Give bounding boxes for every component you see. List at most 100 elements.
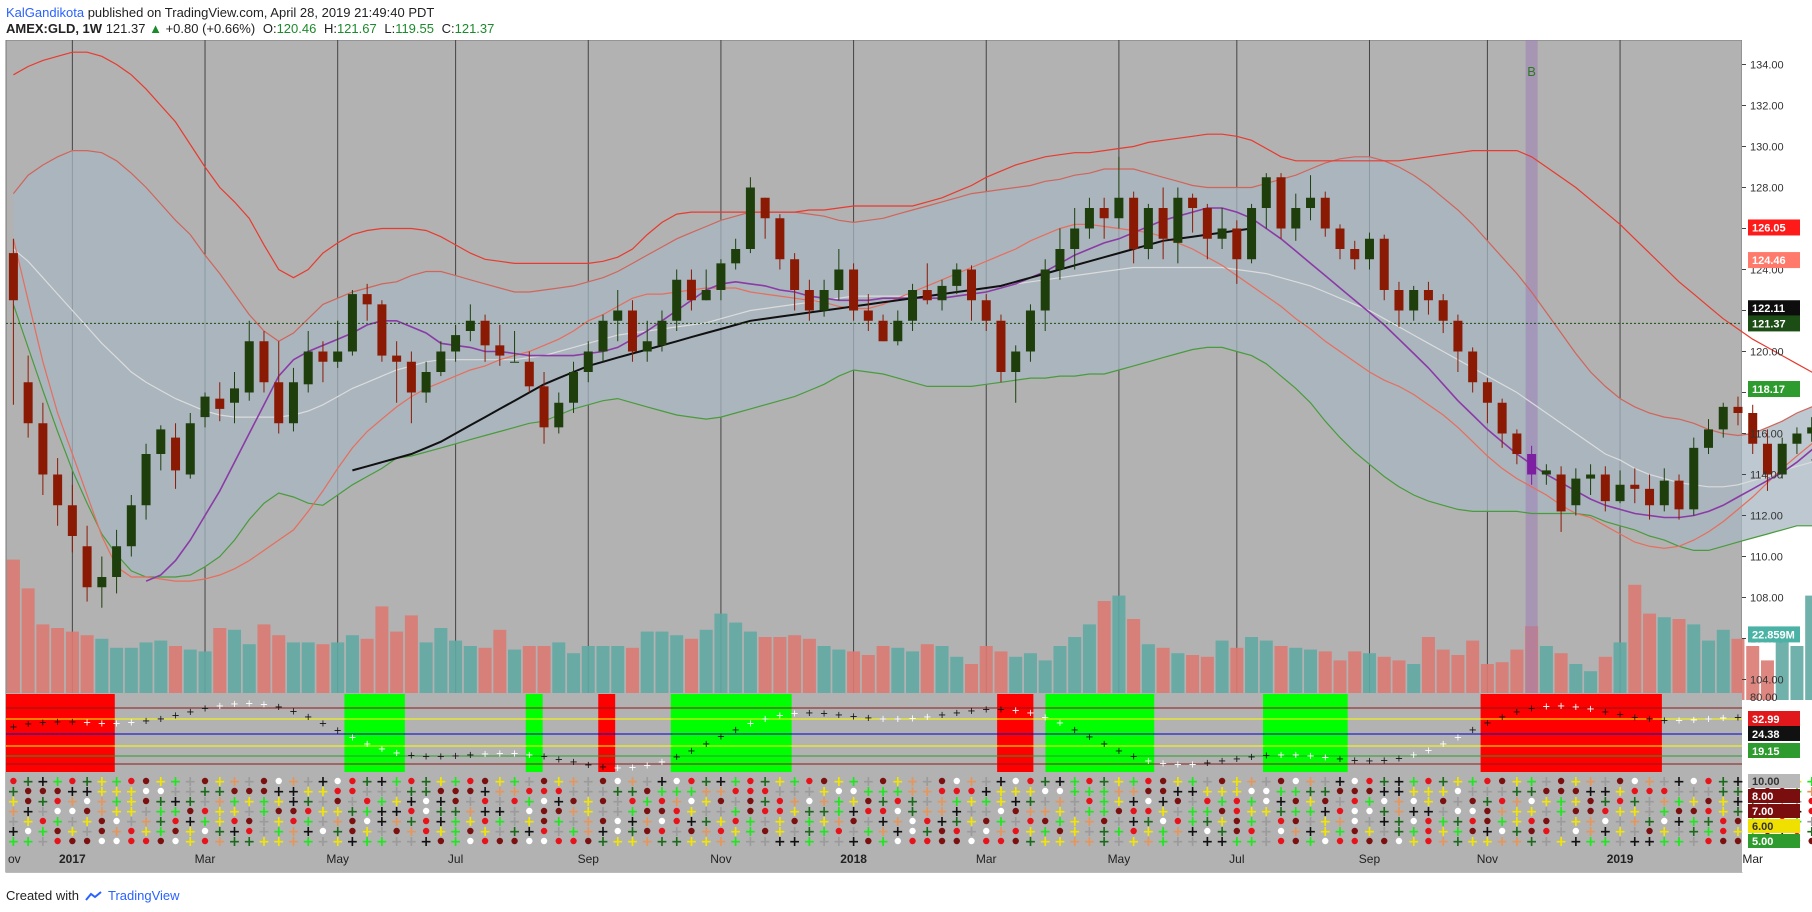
score-plus: +	[1555, 794, 1567, 810]
price-badge-bg	[1748, 252, 1800, 269]
candle-body	[1704, 429, 1713, 448]
oscillator-plus: +	[731, 725, 739, 736]
candle	[67, 484, 77, 553]
volume-bar	[640, 631, 654, 700]
score-plus: +	[892, 784, 904, 800]
score-plus: +	[1069, 784, 1081, 800]
candle-body	[1571, 478, 1581, 506]
score-dot	[585, 837, 592, 845]
open-value: 120.46	[276, 21, 317, 36]
score-dot	[1100, 817, 1108, 825]
volume-bar	[802, 638, 816, 700]
volume-bar	[51, 628, 65, 700]
price-badge-label: 22.859M	[1752, 629, 1795, 641]
score-dot	[865, 837, 872, 845]
volume-bar	[508, 649, 522, 700]
score-plus: +	[1054, 804, 1066, 820]
price-badge-bg	[1748, 219, 1800, 236]
candle-body	[1762, 443, 1772, 475]
price-badge: 126.05	[1748, 219, 1800, 236]
candle	[672, 269, 682, 331]
candle-body	[627, 310, 637, 352]
price-badge: 118.17	[1748, 381, 1800, 398]
price-chart[interactable]: B+ + + + + + + + + + + + + + + + + + + ++++++ + + + + + + + + + + + + + +…	[0, 40, 1812, 886]
score-dot	[1631, 787, 1639, 795]
candle-body	[583, 351, 593, 372]
oscillator-plus: +	[1159, 759, 1167, 770]
volume-bar	[1127, 619, 1141, 700]
score-dot	[938, 787, 946, 795]
oscillator-plus: +	[805, 708, 813, 719]
score-plus: +	[1084, 784, 1096, 800]
candle-body	[1453, 320, 1463, 352]
score-dot	[1012, 837, 1019, 845]
score-plus: +	[597, 784, 609, 800]
score-dot	[481, 817, 489, 825]
candle	[8, 238, 18, 405]
oscillator-zone	[670, 694, 792, 772]
score-plus: +	[1599, 774, 1611, 790]
tradingview-link[interactable]: TradingView	[108, 888, 180, 903]
score-dot	[467, 777, 474, 785]
volume-bar	[1613, 642, 1627, 700]
score-dot	[1233, 797, 1241, 805]
candle	[1689, 437, 1699, 516]
score-plus: +	[686, 814, 698, 830]
score-dot	[1572, 787, 1580, 795]
candle-body	[937, 285, 947, 301]
score-plus: +	[1143, 834, 1155, 850]
score-plus: +	[553, 794, 565, 810]
score-dot	[1616, 777, 1624, 785]
score-plus: +	[803, 824, 815, 840]
score-dot	[1233, 817, 1241, 825]
score-plus: +	[980, 774, 992, 790]
oscillator-plus: +	[673, 752, 681, 763]
score-plus: +	[1511, 834, 1523, 850]
volume-bar	[1377, 656, 1391, 700]
candle	[1379, 234, 1389, 301]
oscillator-plus: +	[525, 750, 533, 761]
oscillator-plus: +	[333, 726, 341, 737]
score-dot	[540, 797, 548, 805]
score-plus: +	[1201, 834, 1213, 850]
candle-body	[1423, 290, 1433, 301]
oscillator-plus: +	[1601, 707, 1609, 718]
score-plus: +	[1408, 824, 1420, 840]
volume-bar	[1539, 646, 1553, 700]
score-dot	[1012, 777, 1019, 785]
oscillator-plus: +	[1012, 705, 1020, 716]
author-link[interactable]: KalGandikota	[6, 5, 85, 20]
score-dot	[747, 797, 754, 805]
volume-bar	[994, 651, 1008, 700]
price-badge-bg	[1748, 315, 1800, 332]
candle-body	[1070, 228, 1080, 249]
score-dot	[1130, 807, 1137, 815]
score-plus: +	[1673, 824, 1685, 840]
candle-body	[451, 335, 461, 352]
candle-body	[1247, 208, 1257, 260]
score-plus: +	[1128, 814, 1140, 830]
score-badge-bg	[1748, 789, 1800, 803]
volume-bar	[272, 635, 286, 700]
score-plus: +	[568, 784, 580, 800]
score-plus: +	[22, 814, 34, 830]
score-dot	[1484, 777, 1491, 785]
score-plus: +	[1172, 804, 1184, 820]
score-dot	[452, 797, 459, 805]
oscillator-plus: +	[1424, 745, 1432, 756]
score-plus: +	[818, 814, 830, 830]
score-plus: +	[1098, 794, 1110, 810]
candle-body	[1202, 208, 1212, 239]
volume-bar	[257, 624, 271, 700]
score-dot	[570, 797, 577, 805]
volume-bar	[1407, 664, 1421, 700]
score-dot	[953, 787, 960, 795]
oscillator-plus: +	[628, 763, 636, 774]
candle-body	[1040, 269, 1050, 311]
score-plus: +	[612, 794, 624, 810]
score-plus: +	[1570, 794, 1582, 810]
candle	[53, 458, 63, 526]
candle-body	[1659, 480, 1669, 506]
score-plus: +	[214, 774, 226, 790]
score-dot	[732, 817, 739, 825]
